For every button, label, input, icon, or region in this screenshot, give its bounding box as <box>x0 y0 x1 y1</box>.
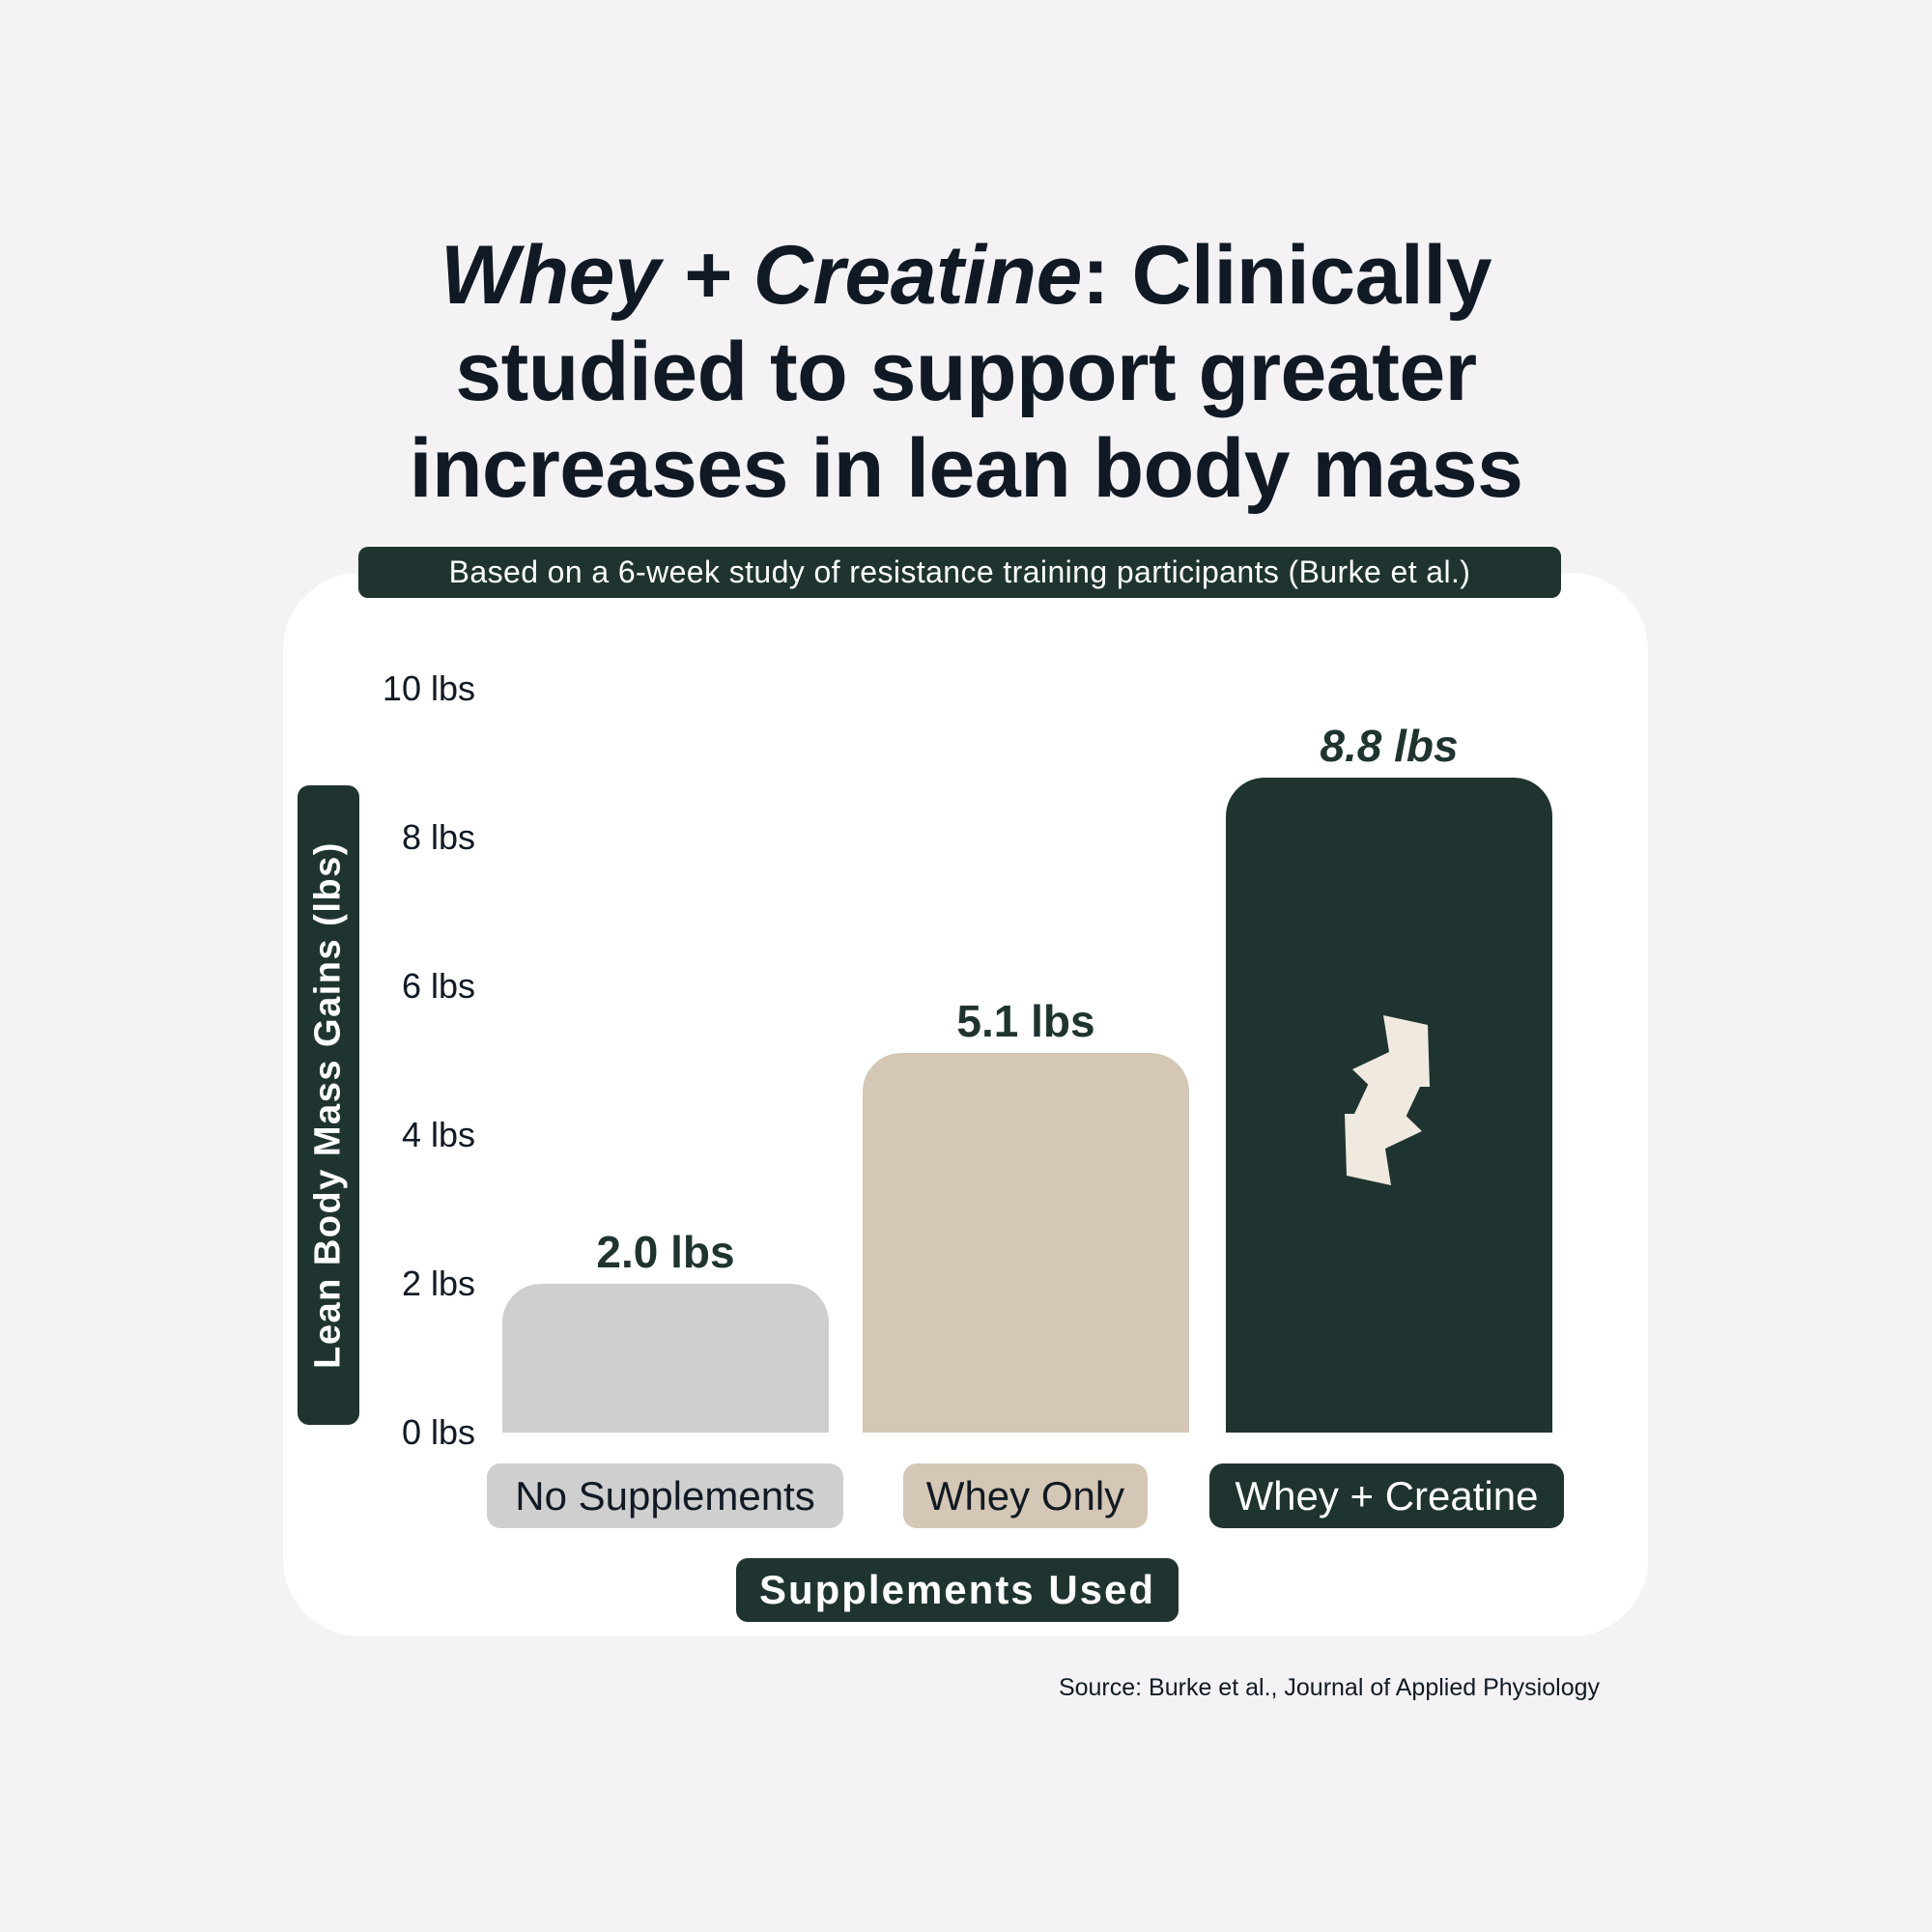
y-tick-label: 10 lbs <box>382 668 475 708</box>
bar-value-label: 2.0 lbs <box>596 1227 735 1277</box>
y-axis-label: Lean Body Mass Gains (lbs) <box>307 841 349 1369</box>
chart-title-rest: : Clinically studied to support greater … <box>409 229 1523 515</box>
category-label: No Supplements <box>487 1463 843 1528</box>
category-label: Whey Only <box>903 1463 1148 1528</box>
chart-subtitle: Based on a 6-week study of resistance tr… <box>358 547 1561 598</box>
y-axis-label-pill <box>298 785 359 1425</box>
bar <box>863 1053 1189 1433</box>
y-tick-label: 4 lbs <box>401 1115 475 1154</box>
chart-title-italic: Whey + Creatine <box>440 229 1083 322</box>
y-tick-label: 0 lbs <box>401 1412 475 1452</box>
bar-value-label: 5.1 lbs <box>956 996 1095 1047</box>
y-tick-label: 6 lbs <box>401 966 475 1006</box>
x-axis-label: Supplements Used <box>736 1558 1179 1622</box>
y-tick-label: 2 lbs <box>401 1264 475 1303</box>
category-label: Whey + Creatine <box>1209 1463 1564 1528</box>
chart-title: Whey + Creatine: Clinically studied to s… <box>290 227 1642 517</box>
bar <box>502 1284 829 1433</box>
y-tick-label: 8 lbs <box>401 817 475 857</box>
source-note: Source: Burke et al., Journal of Applied… <box>1058 1674 1600 1701</box>
arrows-logo-icon <box>1345 1015 1430 1185</box>
bar-value-label: 8.8 lbs <box>1320 721 1459 772</box>
